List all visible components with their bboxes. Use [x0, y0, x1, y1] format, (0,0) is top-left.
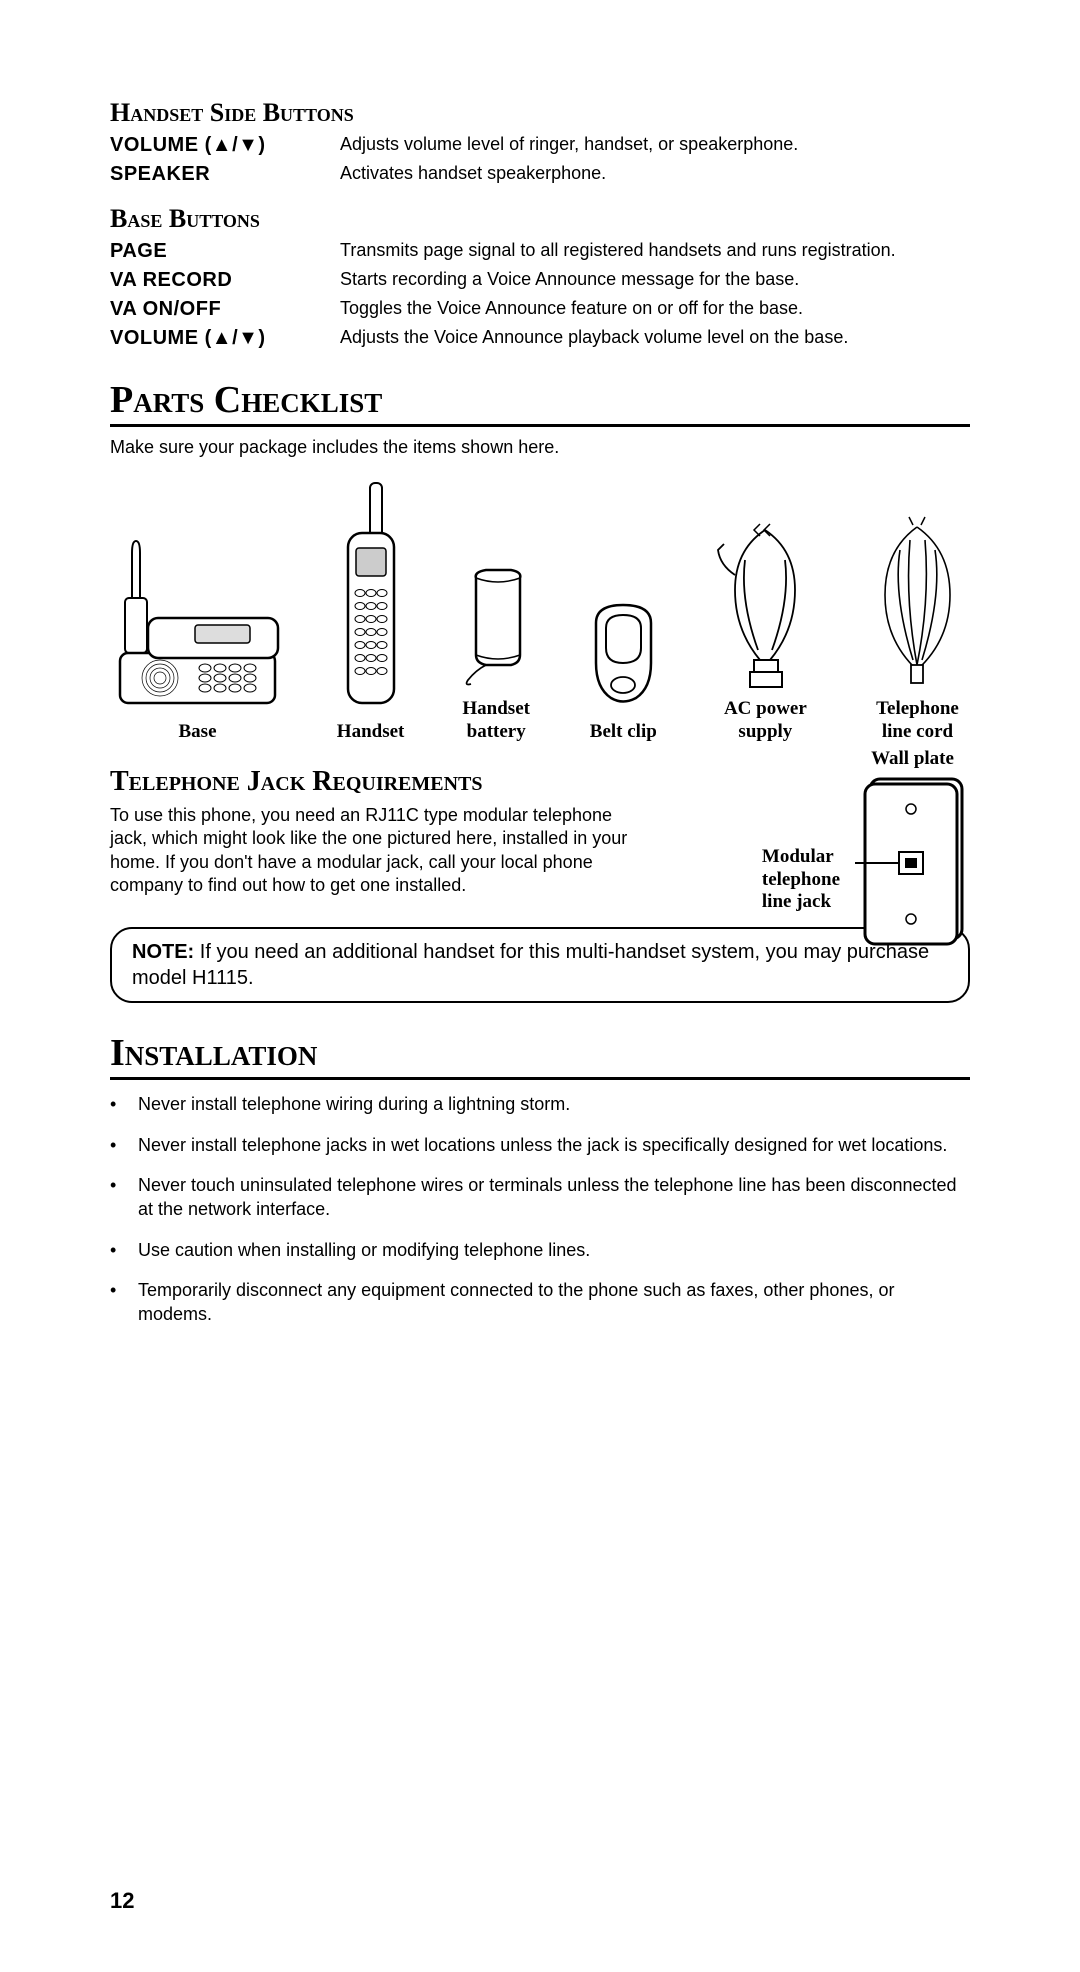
btn-desc: Transmits page signal to all registered … — [340, 240, 896, 263]
btn-label: PAGE — [110, 240, 340, 263]
wallplate-icon — [855, 774, 970, 949]
part-battery: Handset battery — [456, 560, 536, 744]
note-text: If you need an additional handset for th… — [132, 941, 929, 989]
handset-side-table: VOLUME (▲/▼) Adjusts volume level of rin… — [110, 134, 970, 186]
jack-heading: Telephone Jack Requirements — [110, 766, 970, 798]
install-text: Temporarily disconnect any equipment con… — [138, 1278, 970, 1327]
part-label: AC power supply — [724, 698, 807, 744]
handset-side-heading: Handset Side Buttons — [110, 98, 970, 128]
btn-desc: Adjusts the Voice Announce playback volu… — [340, 327, 848, 350]
btn-desc: Starts recording a Voice Announce messag… — [340, 269, 799, 292]
part-label: Base — [179, 721, 217, 744]
wallplate-illustration: Wall plate — [855, 748, 970, 949]
handset-icon — [330, 478, 412, 713]
part-base: Base — [110, 523, 285, 744]
beltclip-icon — [581, 593, 666, 713]
installation-heading: Installation — [110, 1031, 970, 1080]
btn-desc: Activates handset speakerphone. — [340, 163, 606, 186]
btn-desc: Adjusts volume level of ringer, handset,… — [340, 134, 798, 157]
bullet: • — [110, 1173, 138, 1222]
part-linecord: Telephone line cord — [865, 515, 970, 744]
parts-checklist-heading: Parts Checklist — [110, 378, 970, 427]
battery-icon — [456, 560, 536, 690]
note-prefix: NOTE: — [132, 941, 194, 963]
part-beltclip: Belt clip — [581, 593, 666, 744]
base-icon — [110, 523, 285, 713]
jack-body: To use this phone, you need an RJ11C typ… — [110, 804, 650, 898]
bullet: • — [110, 1092, 138, 1116]
install-text: Never touch uninsulated telephone wires … — [138, 1173, 970, 1222]
linecord-icon — [865, 515, 970, 690]
btn-desc: Toggles the Voice Announce feature on or… — [340, 298, 803, 321]
bullet: • — [110, 1133, 138, 1157]
install-text: Never install telephone wiring during a … — [138, 1092, 570, 1116]
part-label: Telephone line cord — [876, 698, 959, 744]
btn-label: VOLUME (▲/▼) — [110, 134, 340, 157]
btn-label: VA ON/OFF — [110, 298, 340, 321]
install-text: Use caution when installing or modifying… — [138, 1238, 590, 1262]
part-acpower: AC power supply — [710, 520, 820, 744]
acpower-icon — [710, 520, 820, 690]
parts-checklist-intro: Make sure your package includes the item… — [110, 437, 970, 458]
part-label: Belt clip — [590, 721, 657, 744]
base-buttons-table: PAGE Transmits page signal to all regist… — [110, 240, 970, 350]
jack-section: Telephone Jack Requirements To use this … — [110, 766, 970, 1004]
installation-list: •Never install telephone wiring during a… — [110, 1092, 970, 1326]
wallplate-label: Wall plate — [855, 748, 970, 770]
btn-label: VA RECORD — [110, 269, 340, 292]
install-text: Never install telephone jacks in wet loc… — [138, 1133, 947, 1157]
part-label: Handset battery — [462, 698, 530, 744]
parts-row: Base Handset Handset battery — [110, 478, 970, 744]
bullet: • — [110, 1238, 138, 1262]
btn-label: SPEAKER — [110, 163, 340, 186]
base-buttons-heading: Base Buttons — [110, 204, 970, 234]
modular-jack-label: Modular telephone line jack — [762, 846, 840, 914]
bullet: • — [110, 1278, 138, 1327]
page-number: 12 — [110, 1888, 134, 1914]
part-handset: Handset — [330, 478, 412, 744]
part-label: Handset — [337, 721, 405, 744]
note-box: NOTE: If you need an additional handset … — [110, 927, 970, 1003]
btn-label: VOLUME (▲/▼) — [110, 327, 340, 350]
